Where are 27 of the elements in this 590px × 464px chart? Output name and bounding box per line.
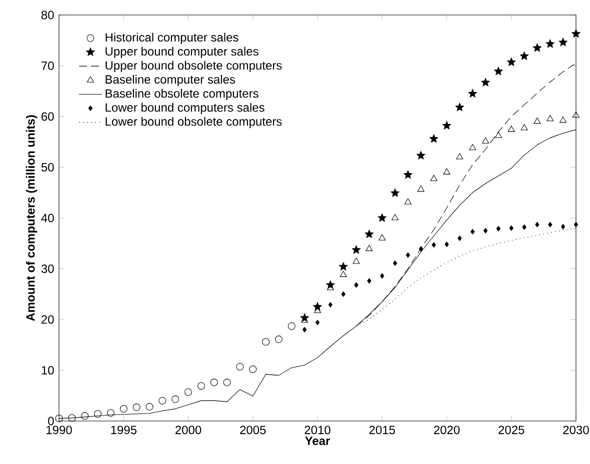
legend-label: Lower bound computers sales [106, 102, 264, 114]
x-tick-label: 2000 [176, 426, 202, 434]
x-tick-label: 2015 [369, 426, 395, 434]
legend-label: Upper bound obsolete computers [106, 60, 282, 72]
x-tick-label: 2030 [563, 426, 589, 434]
legend-label: Lower bound obsolete computers [106, 116, 282, 128]
y-tick-label: 80 [41, 10, 54, 20]
x-tick-label: 1995 [111, 426, 136, 434]
y-axis-title: Amount of computers (million units) [26, 115, 38, 322]
y-tick-label: 70 [42, 61, 54, 70]
y-tick-label: 40 [41, 214, 54, 222]
y-tick-label: 50 [41, 162, 54, 172]
x-axis-title: Year [305, 436, 330, 446]
y-tick-label: 20 [42, 315, 54, 324]
y-tick-label: 0 [48, 416, 54, 426]
legend-label: Upper bound computer sales [106, 46, 258, 58]
legend-label: Baseline obsolete computers [106, 88, 258, 100]
legend-label: Historical computer sales [106, 32, 238, 44]
y-tick-label: 60 [42, 112, 54, 121]
legend-label: Baseline computer sales [106, 74, 236, 86]
x-tick-label: 2020 [434, 426, 460, 434]
x-tick-label: 1990 [46, 426, 72, 434]
y-tick-label: 30 [41, 264, 54, 273]
x-tick-label: 2005 [240, 426, 266, 434]
y-tick-label: 10 [42, 366, 54, 374]
x-tick-label: 2010 [304, 426, 330, 434]
x-tick-label: 2025 [498, 426, 524, 434]
